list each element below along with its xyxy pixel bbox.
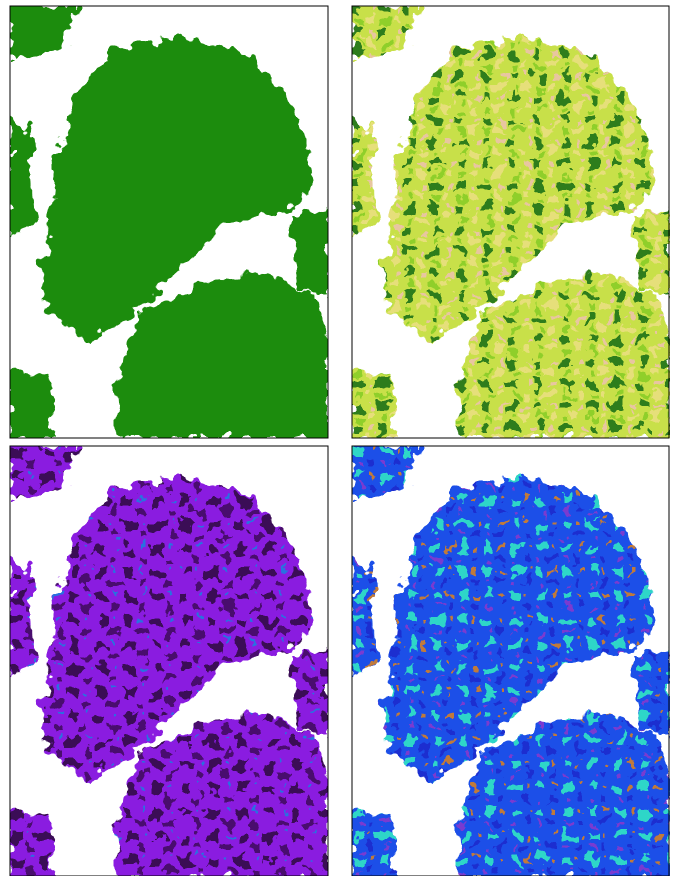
map-panel (10, 446, 328, 876)
map-figure (0, 0, 674, 876)
map-panel (352, 446, 670, 876)
page: (() => { const data = JSON.parse(documen… (0, 0, 674, 876)
map-panel (10, 6, 328, 438)
map-panel (352, 6, 670, 438)
